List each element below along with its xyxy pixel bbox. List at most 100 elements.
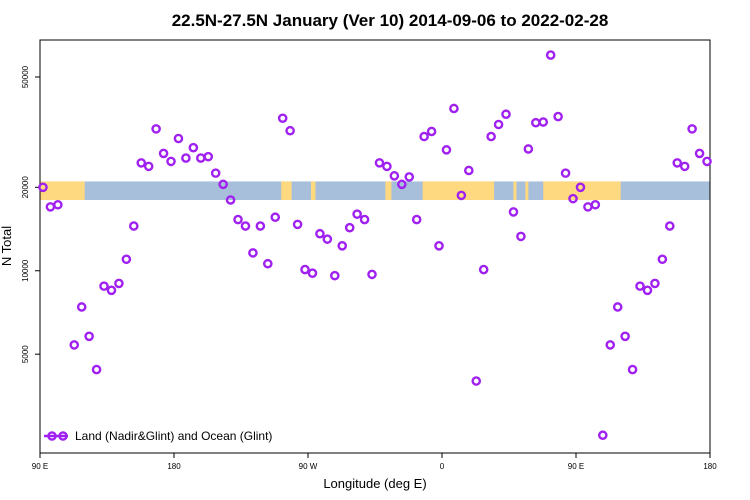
data-point (359, 214, 370, 225)
land-segment (385, 181, 392, 200)
x-axis-label: Longitude (deg E) (323, 476, 426, 491)
data-point (374, 158, 385, 168)
data-point (367, 269, 377, 280)
legend-label: Land (Nadir&Glint) and Ocean (Glint) (75, 429, 272, 443)
data-point (411, 214, 422, 225)
data-point (225, 195, 236, 205)
data-point (486, 131, 496, 142)
data-point (508, 207, 519, 217)
data-point (76, 302, 87, 312)
data-point (449, 103, 459, 114)
data-point (463, 165, 474, 176)
land-segment (281, 181, 292, 200)
data-point (672, 158, 683, 168)
data-point (84, 331, 94, 342)
x-tick-label: 0 (440, 462, 445, 471)
data-point (106, 285, 117, 296)
land-segment (422, 181, 495, 200)
legend-marker (58, 431, 68, 441)
data-point (195, 153, 206, 163)
data-point (53, 199, 63, 210)
data-point (136, 158, 147, 168)
data-point (307, 268, 318, 278)
data-point (382, 161, 392, 172)
data-point (605, 340, 616, 350)
data-point (553, 111, 563, 122)
y-tick-label: 50000 (21, 65, 30, 88)
data-point (158, 148, 169, 159)
data-point (538, 117, 549, 127)
data-point (285, 125, 295, 136)
data-point (575, 182, 586, 193)
data-point (590, 199, 601, 210)
data-point (315, 228, 325, 239)
data-point (493, 119, 504, 130)
x-tick-label: 90 E (568, 462, 584, 471)
data-point (441, 145, 452, 155)
data-point (627, 364, 638, 375)
land-segment (513, 181, 517, 200)
y-axis: 5000 10000 20000 50000 (21, 65, 40, 363)
plot-frame (39, 39, 711, 454)
data-point (128, 221, 139, 231)
ocean-band (40, 181, 710, 200)
y-tick-label: 5000 (21, 345, 30, 363)
x-tick-label: 180 (167, 462, 181, 471)
data-point (650, 278, 660, 289)
data-point (322, 234, 333, 244)
data-point (248, 248, 258, 258)
data-point (694, 148, 705, 159)
data-point (255, 221, 266, 231)
data-point (218, 179, 228, 190)
data-point (426, 126, 437, 137)
data-point (69, 340, 80, 350)
data-point (419, 131, 429, 142)
data-point (300, 264, 310, 275)
data-point (352, 209, 362, 219)
data-point (620, 331, 630, 342)
data-point (679, 161, 690, 172)
data-point (568, 193, 578, 204)
land-segment (310, 181, 316, 200)
data-point (612, 302, 623, 312)
data-point (210, 168, 221, 178)
legend-marker (47, 431, 57, 441)
data-point (262, 258, 273, 269)
data-point (233, 214, 243, 225)
data-point (396, 179, 407, 190)
land-segment (525, 181, 529, 200)
data-point (143, 161, 154, 172)
data-point (635, 281, 645, 291)
data-point (240, 221, 251, 231)
data-point (99, 281, 109, 291)
data-point (404, 172, 415, 182)
chart-title: 22.5N-27.5N January (Ver 10) 2014-09-06 … (172, 11, 609, 30)
legend: Land (Nadir&Glint) and Ocean (Glint) (44, 429, 272, 443)
data-point (188, 142, 199, 153)
data-point (270, 212, 281, 223)
data-point (702, 156, 712, 167)
data-point (687, 124, 697, 134)
y-tick-label: 10000 (21, 259, 30, 282)
data-point (121, 254, 132, 265)
data-points (38, 50, 712, 441)
surface-band (40, 181, 710, 200)
data-point (545, 50, 556, 60)
land-segment (40, 181, 85, 200)
data-point (329, 270, 340, 281)
data-point (642, 285, 653, 296)
data-point (203, 151, 214, 162)
data-point (292, 219, 303, 230)
data-point (45, 202, 56, 212)
data-point (523, 144, 534, 154)
data-point (337, 241, 348, 251)
data-point (344, 222, 355, 233)
x-tick-label: 90 W (299, 462, 318, 471)
x-tick-label: 180 (703, 462, 717, 471)
data-point (456, 190, 467, 201)
data-point (151, 124, 161, 134)
data-point (114, 278, 124, 289)
data-point (471, 376, 482, 386)
y-tick-label: 20000 (21, 176, 30, 199)
